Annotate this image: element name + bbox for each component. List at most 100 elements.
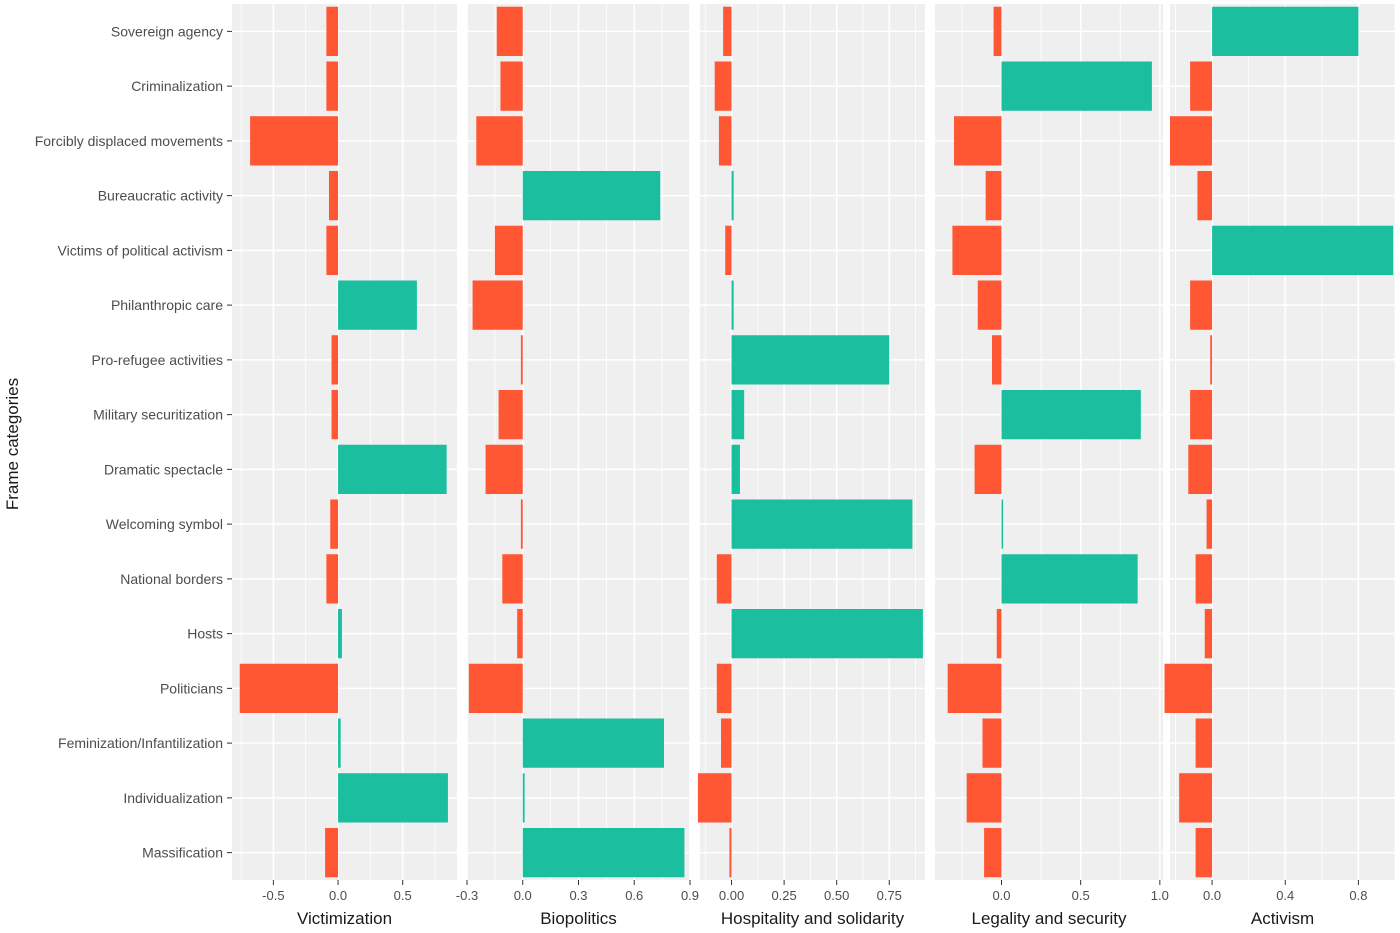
bar bbox=[1204, 608, 1213, 659]
bar bbox=[485, 444, 523, 495]
bar bbox=[328, 170, 339, 221]
category-label: Feminization/Infantilization bbox=[58, 735, 223, 751]
category-label: Philanthropic care bbox=[111, 297, 223, 313]
x-tick-label: 0.0 bbox=[514, 888, 532, 903]
bar bbox=[326, 554, 339, 604]
bar bbox=[1164, 663, 1213, 714]
x-tick-label: 0.25 bbox=[771, 888, 796, 903]
bar bbox=[330, 499, 339, 549]
bar bbox=[716, 554, 732, 604]
bar bbox=[498, 389, 523, 440]
category-label: Massification bbox=[142, 845, 223, 861]
bar bbox=[331, 389, 339, 440]
x-tick-label: 0.75 bbox=[877, 888, 902, 903]
x-tick-label: 0.0 bbox=[1203, 888, 1221, 903]
bar bbox=[952, 225, 1002, 276]
x-tick-label: 0.50 bbox=[824, 888, 849, 903]
bar bbox=[1001, 499, 1004, 549]
bar bbox=[731, 499, 913, 549]
category-label: Hosts bbox=[187, 626, 223, 642]
bar bbox=[966, 773, 1002, 823]
bar bbox=[731, 280, 734, 330]
bar bbox=[494, 225, 523, 276]
bar bbox=[731, 444, 740, 495]
category-label: Victims of political activism bbox=[58, 242, 223, 258]
bar bbox=[954, 116, 1002, 166]
bar bbox=[723, 6, 732, 57]
bar bbox=[982, 718, 1002, 768]
bar bbox=[977, 280, 1002, 330]
bar bbox=[1190, 61, 1213, 111]
bar bbox=[1195, 827, 1213, 878]
bar bbox=[974, 444, 1002, 495]
bar bbox=[326, 61, 339, 111]
bar bbox=[522, 827, 685, 878]
x-tick-label: 0.3 bbox=[569, 888, 587, 903]
y-axis-title: Frame categories bbox=[3, 378, 22, 510]
bar bbox=[472, 280, 523, 330]
bar bbox=[992, 335, 1002, 385]
category-label: Criminalization bbox=[131, 78, 223, 94]
bar bbox=[947, 663, 1002, 714]
bar bbox=[1190, 389, 1213, 440]
bar bbox=[1212, 225, 1394, 276]
x-tick-label: 0.9 bbox=[681, 888, 699, 903]
category-label: Forcibly displaced movements bbox=[35, 133, 223, 149]
bar bbox=[338, 280, 417, 330]
bar bbox=[993, 6, 1002, 57]
x-axis-title: Hospitality and solidarity bbox=[721, 909, 905, 928]
category-label: Sovereign agency bbox=[111, 23, 223, 39]
category-label: Politicians bbox=[160, 680, 223, 696]
bar bbox=[731, 608, 923, 659]
bar bbox=[520, 499, 523, 549]
bar bbox=[1179, 773, 1213, 823]
bar bbox=[731, 335, 890, 385]
bar bbox=[326, 225, 339, 276]
bar bbox=[250, 116, 339, 166]
category-label: Individualization bbox=[123, 790, 223, 806]
bar bbox=[522, 170, 661, 221]
bar bbox=[326, 6, 339, 57]
x-axis-title: Activism bbox=[1251, 909, 1314, 928]
y-axis-title-group: Frame categories bbox=[3, 378, 22, 510]
x-tick-label: 0.5 bbox=[394, 888, 412, 903]
bar bbox=[731, 170, 734, 221]
bar bbox=[731, 389, 745, 440]
x-axis-title: Biopolitics bbox=[540, 909, 617, 928]
bar bbox=[517, 608, 523, 659]
x-tick-label: -0.5 bbox=[262, 888, 284, 903]
bar bbox=[718, 116, 732, 166]
bar bbox=[1170, 116, 1213, 166]
bar bbox=[502, 554, 523, 604]
bar bbox=[1206, 499, 1213, 549]
x-axis-title: Victimization bbox=[297, 909, 392, 928]
bar bbox=[725, 225, 732, 276]
bar bbox=[1001, 554, 1138, 604]
bar bbox=[1001, 61, 1152, 111]
x-tick-label: 1.0 bbox=[1151, 888, 1169, 903]
bar bbox=[520, 335, 523, 385]
category-label: Bureaucratic activity bbox=[98, 188, 223, 204]
bar bbox=[522, 718, 664, 768]
x-tick-label: -0.3 bbox=[456, 888, 478, 903]
x-tick-label: 0.0 bbox=[329, 888, 347, 903]
bar bbox=[239, 663, 339, 714]
bar bbox=[468, 663, 523, 714]
bar bbox=[1190, 280, 1213, 330]
bar bbox=[714, 61, 732, 111]
bar bbox=[1210, 335, 1213, 385]
bar bbox=[331, 335, 339, 385]
category-label: Welcoming symbol bbox=[106, 516, 223, 532]
bar bbox=[1188, 444, 1213, 495]
bar bbox=[338, 444, 447, 495]
bar bbox=[338, 773, 448, 823]
bar bbox=[1195, 718, 1213, 768]
category-label: Dramatic spectacle bbox=[104, 461, 223, 477]
x-tick-label: 0.8 bbox=[1349, 888, 1367, 903]
bar bbox=[1195, 554, 1213, 604]
bar bbox=[985, 170, 1002, 221]
x-tick-label: 0.6 bbox=[625, 888, 643, 903]
bar bbox=[500, 61, 523, 111]
